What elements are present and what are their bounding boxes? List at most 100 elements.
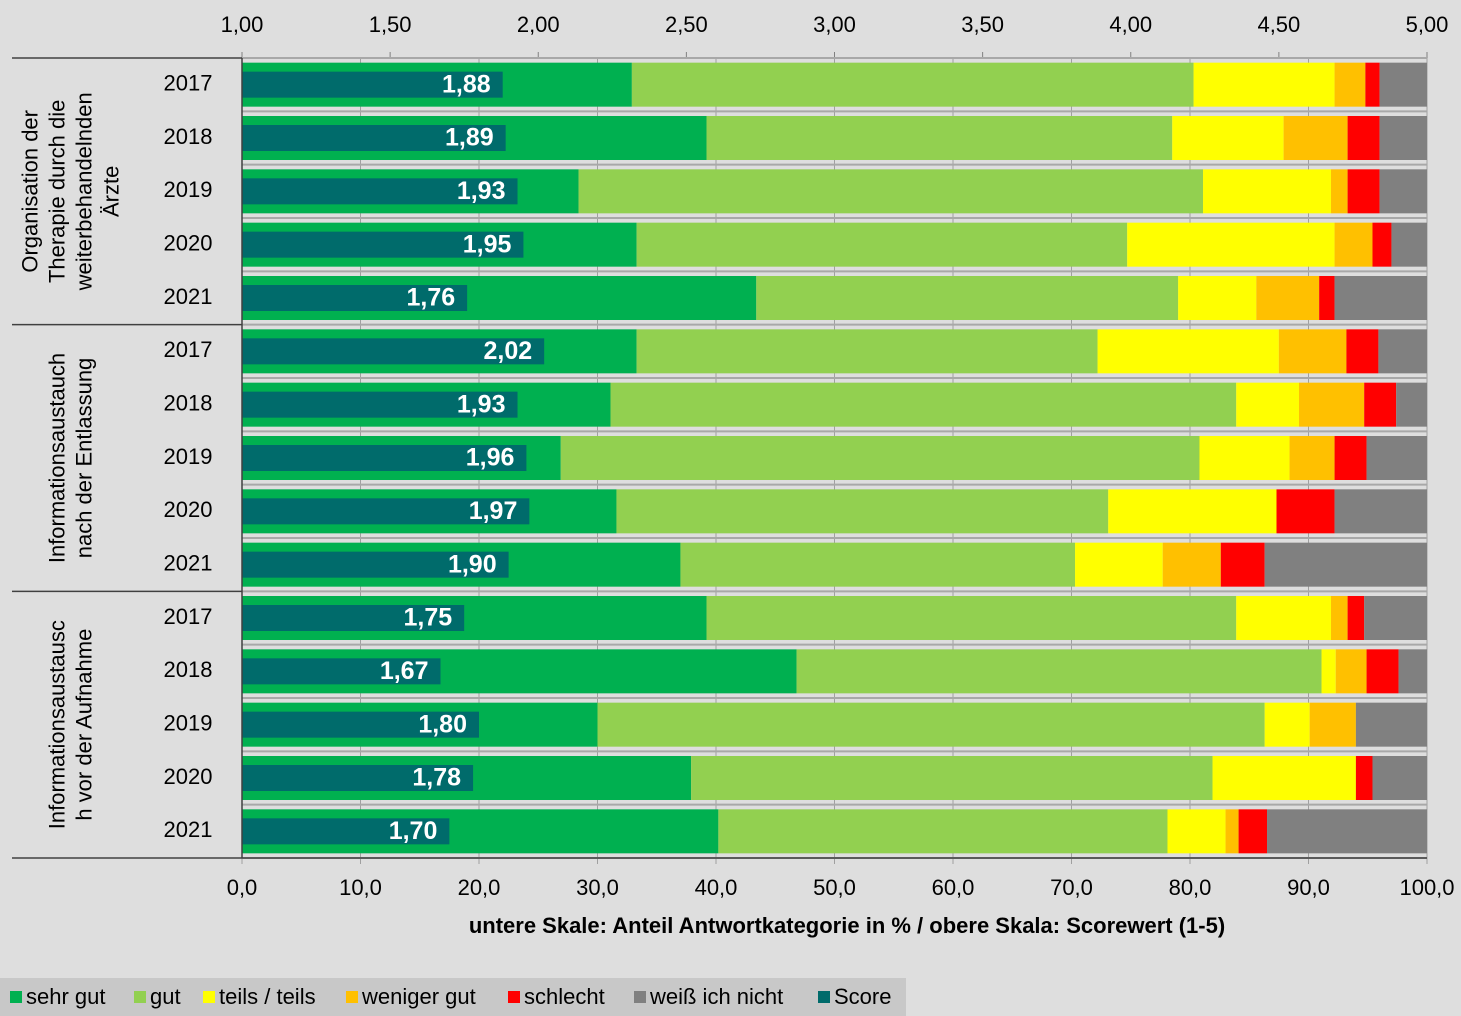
legend-swatch xyxy=(818,991,830,1003)
score-bar xyxy=(242,71,503,98)
value-label: 1,89 xyxy=(445,124,494,152)
x-axis-title: untere Skale: Anteil Antwortkategorie in… xyxy=(469,913,1225,938)
bar-segment xyxy=(1319,276,1335,320)
x2-tick-label: 3,50 xyxy=(961,12,1004,37)
bar-segment xyxy=(1355,702,1427,747)
value-label: 1,80 xyxy=(418,710,467,738)
bar-segment xyxy=(1346,329,1379,374)
bar-segment xyxy=(636,222,1128,267)
legend-label: gut xyxy=(150,984,181,1009)
bar-segment xyxy=(1391,222,1427,267)
bar-segment xyxy=(1267,809,1427,854)
bar-segment xyxy=(1379,169,1427,214)
bar-segment xyxy=(1238,809,1268,854)
legend-label: Score xyxy=(834,984,891,1009)
legend-swatch xyxy=(346,991,358,1003)
bar-segment xyxy=(756,276,1179,320)
value-label: 1,75 xyxy=(404,604,453,632)
score-bar xyxy=(242,551,509,578)
y-tick-label: 2019 xyxy=(164,710,213,735)
y-tick-label: 2020 xyxy=(164,497,213,522)
bar-segment xyxy=(1334,222,1373,267)
bar-segment xyxy=(1199,436,1290,480)
bar-segment xyxy=(1379,62,1427,107)
bar-segment xyxy=(706,596,1237,640)
bar-segment xyxy=(691,756,1213,800)
group-label: nach der Entlassung xyxy=(71,358,96,559)
y-tick-label: 2020 xyxy=(164,230,213,255)
bar-segment xyxy=(1212,756,1356,800)
bar-segment xyxy=(1193,62,1335,107)
bar-segment xyxy=(1355,756,1373,800)
bar-segment xyxy=(1366,436,1427,480)
x-tick-label: 80,0 xyxy=(1169,875,1212,900)
legend-swatch xyxy=(134,991,146,1003)
x2-tick-label: 1,00 xyxy=(221,12,264,37)
score-bar xyxy=(242,711,479,738)
y-tick-label: 2017 xyxy=(164,604,213,629)
bar-segment xyxy=(1365,62,1380,107)
x-tick-label: 10,0 xyxy=(339,875,382,900)
bar-segment xyxy=(1334,276,1427,320)
bar-segment xyxy=(1347,116,1380,160)
bar-segment xyxy=(616,489,1109,534)
bar-segment xyxy=(1289,436,1335,480)
y-tick-label: 2021 xyxy=(164,550,213,575)
x2-tick-label: 2,00 xyxy=(517,12,560,37)
x2-tick-label: 4,00 xyxy=(1109,12,1152,37)
bar-segment xyxy=(1178,276,1257,320)
bar-segment xyxy=(1276,489,1335,534)
group-label: Informationsaustausc xyxy=(44,620,69,829)
value-label: 1,67 xyxy=(380,657,429,685)
legend-swatch xyxy=(634,991,646,1003)
legend-label: sehr gut xyxy=(26,984,106,1009)
score-bar xyxy=(242,818,450,845)
bar-segment xyxy=(1309,702,1356,747)
group-label: Informationsaustauch xyxy=(44,353,69,563)
bar-segment xyxy=(560,436,1200,480)
bar-segment xyxy=(718,809,1168,854)
bar-segment xyxy=(1396,382,1427,427)
bar-segment xyxy=(1331,169,1348,214)
value-label: 1,93 xyxy=(457,390,506,418)
bar-segment xyxy=(1334,62,1366,107)
legend-label: teils / teils xyxy=(219,984,316,1009)
legend-swatch xyxy=(508,991,520,1003)
y-tick-label: 2021 xyxy=(164,284,213,309)
bar-segment xyxy=(1366,649,1399,694)
bar-segment xyxy=(597,702,1265,747)
bar-segment xyxy=(1162,542,1221,587)
bar-segment xyxy=(1278,329,1347,374)
x-tick-label: 100,0 xyxy=(1399,875,1454,900)
score-bar xyxy=(242,231,524,258)
x2-tick-label: 5,00 xyxy=(1406,12,1449,37)
bar-segment xyxy=(1347,596,1365,640)
bar-segment xyxy=(1264,542,1427,587)
bar-segment xyxy=(1097,329,1279,374)
bar-segment xyxy=(1236,382,1300,427)
bar-segment xyxy=(631,62,1194,107)
bar-segment xyxy=(1379,116,1427,160)
bar-segment xyxy=(1256,276,1320,320)
bar-segment xyxy=(680,542,1076,587)
y-tick-label: 2018 xyxy=(164,124,213,149)
x-tick-label: 60,0 xyxy=(932,875,975,900)
score-bar xyxy=(242,285,468,311)
bar-segment xyxy=(1378,329,1427,374)
score-bar xyxy=(242,605,465,631)
bar-segment xyxy=(610,382,1237,427)
y-tick-label: 2017 xyxy=(164,337,213,362)
bar-segment xyxy=(1321,649,1336,694)
bar-segment xyxy=(1264,702,1310,747)
value-label: 1,95 xyxy=(463,230,512,258)
value-label: 1,97 xyxy=(469,497,518,525)
group-label: weiterbehandelnden xyxy=(71,92,96,291)
score-bar xyxy=(242,498,530,525)
bar-segment xyxy=(1127,222,1335,267)
bar-segment xyxy=(578,169,1204,214)
bar-segment xyxy=(1167,809,1226,854)
value-label: 1,96 xyxy=(466,444,515,472)
y-tick-label: 2020 xyxy=(164,764,213,789)
score-bar xyxy=(242,125,506,151)
